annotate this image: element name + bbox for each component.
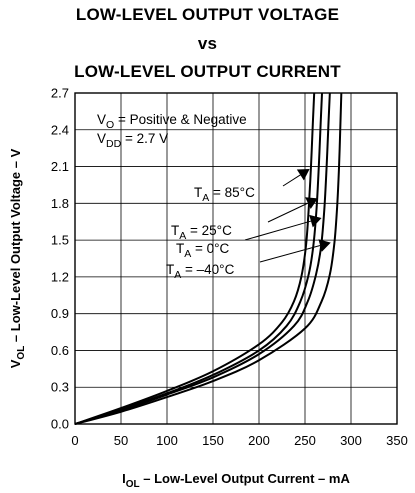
- callout-leader: [282, 174, 301, 187]
- callout-arrowhead: [309, 214, 322, 228]
- callout-leader: [244, 220, 312, 241]
- y-axis-label-main: V: [8, 359, 23, 368]
- chart-title-line-2: vs: [197, 34, 218, 53]
- chart-title-line-3: LOW-LEVEL OUTPUT CURRENT: [74, 62, 341, 81]
- x-tick-labels: 0 50 100 150 200 250 300 350: [71, 433, 407, 448]
- y-tick-label: 2.1: [51, 159, 69, 174]
- plot-frame: [74, 92, 398, 425]
- grid-lines: [75, 93, 397, 424]
- y-tick-label: 0.9: [51, 306, 69, 321]
- x-tick-label: 350: [386, 433, 408, 448]
- series-line-1: [74, 92, 324, 425]
- series-label-25c: TA = 25°C: [171, 223, 232, 242]
- series-line-2: [74, 92, 331, 425]
- x-tick-label: 250: [294, 433, 316, 448]
- y-tick-label: 0.3: [51, 380, 69, 395]
- x-axis-label: IOL – Low-Level Output Current – mA: [122, 471, 350, 490]
- y-tick-label: 0.0: [51, 417, 69, 432]
- y-tick-label: 2.4: [51, 122, 69, 137]
- y-axis-label-rest: – Low-Level Output Voltage – V: [8, 148, 23, 345]
- callout-leader: [267, 202, 309, 223]
- condition-vo: VO = Positive & Negative: [97, 112, 247, 131]
- callout-arrowhead: [318, 239, 331, 252]
- x-tick-label: 150: [202, 433, 224, 448]
- callout-leader: [259, 244, 321, 263]
- series-line-0: [74, 92, 316, 425]
- y-tick-label: 0.6: [51, 343, 69, 358]
- series-label-0c: TA = 0°C: [176, 241, 230, 260]
- y-axis-label: VOL – Low-Level Output Voltage – V: [8, 148, 27, 368]
- callout-arrowhead: [296, 169, 310, 181]
- y-tick-label: 1.2: [51, 269, 69, 284]
- y-tick-labels: 0.0 0.3 0.6 0.9 1.2 1.5 1.8 2.1 2.4 2.7: [51, 86, 69, 432]
- x-tick-label: 0: [71, 433, 78, 448]
- condition-vdd: VDD = 2.7 V: [97, 131, 168, 150]
- y-tick-label: 1.8: [51, 196, 69, 211]
- x-tick-label: 100: [156, 433, 178, 448]
- x-axis-label-sub: OL: [126, 479, 140, 490]
- y-tick-label: 2.7: [51, 86, 69, 101]
- annotations: [244, 169, 331, 263]
- series-curves: [74, 92, 343, 425]
- x-axis-label-main: I: [122, 471, 126, 486]
- x-tick-label: 200: [248, 433, 270, 448]
- callout-arrowhead: [305, 197, 318, 210]
- series-label-minus40c: TA = –40°C: [166, 262, 235, 281]
- x-tick-label: 50: [114, 433, 128, 448]
- y-tick-label: 1.5: [51, 233, 69, 248]
- series-label-85c: TA = 85°C: [194, 185, 255, 204]
- x-axis-label-rest: – Low-Level Output Current – mA: [140, 471, 351, 486]
- x-tick-label: 300: [340, 433, 362, 448]
- chart-title-line-1: LOW-LEVEL OUTPUT VOLTAGE: [75, 5, 340, 24]
- series-line-3: [74, 92, 343, 425]
- y-axis-label-sub: OL: [16, 346, 27, 360]
